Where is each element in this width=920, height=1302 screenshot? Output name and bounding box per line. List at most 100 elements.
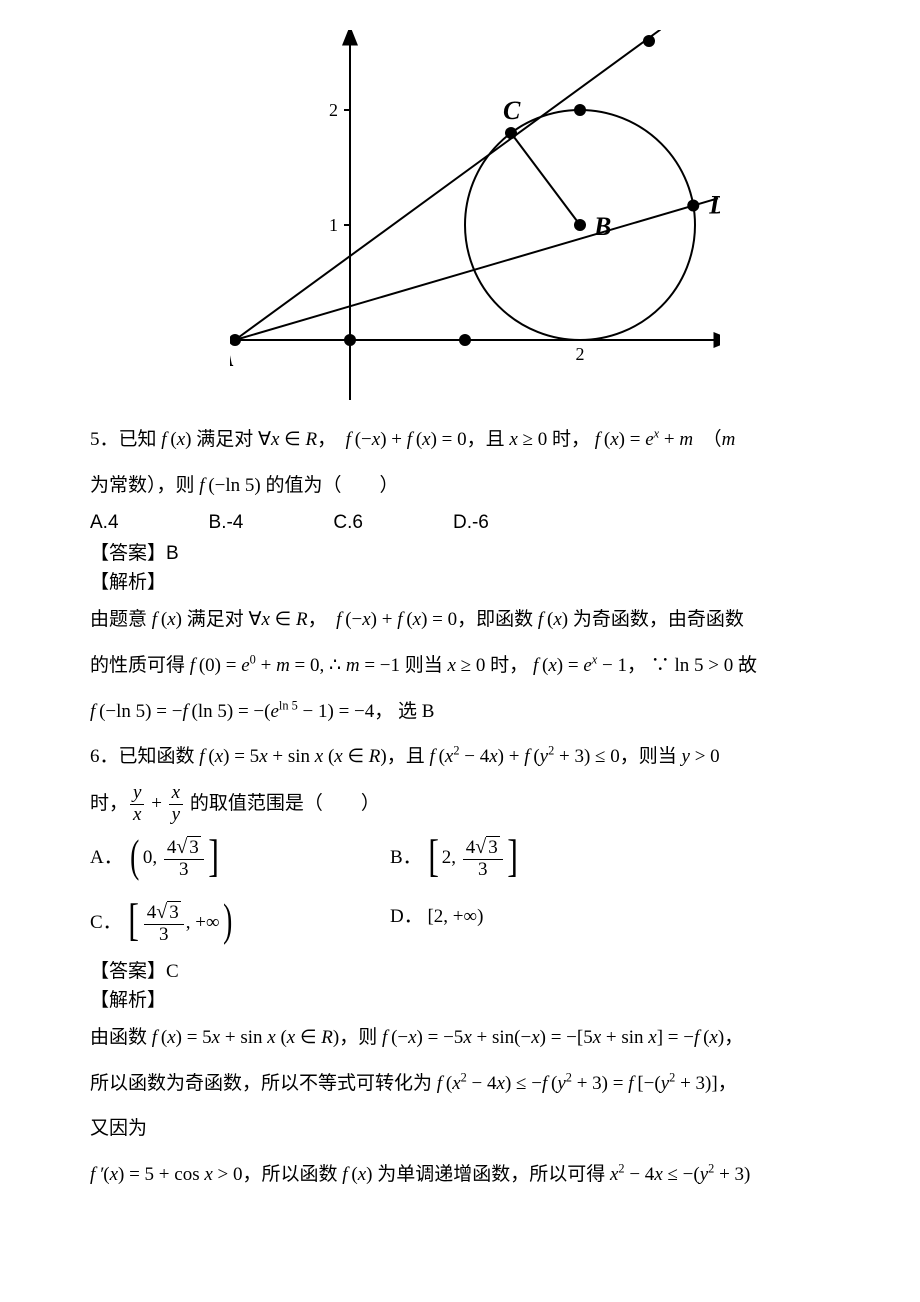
math: + 3) ≤ 0	[554, 746, 619, 767]
math: ) = 5	[176, 1027, 212, 1048]
math: e	[645, 429, 653, 450]
q6-expl-line1: 由函数 f (x) = 5x + sin x (x ∈ R)，则 f (−x) …	[90, 1018, 860, 1058]
q6-opt-b: B． [2, 4√33]	[390, 836, 690, 881]
math: e	[583, 655, 591, 676]
math: − 4	[467, 1073, 497, 1094]
zero: 0	[143, 847, 153, 868]
text: ，则当	[620, 746, 682, 767]
opt-label: A．	[90, 847, 123, 868]
math: ≤ −(	[663, 1164, 700, 1185]
frac-y-over-x: yx	[130, 783, 144, 826]
math: R	[296, 609, 308, 630]
answer-label: 【答案】	[90, 961, 166, 982]
math: f	[382, 1027, 391, 1048]
math: x	[497, 1073, 505, 1094]
comma: ,	[186, 912, 196, 933]
q5-expl-line3: f (−ln 5) = −f (ln 5) = −(eln 5 − 1) = −…	[90, 692, 860, 732]
frac-4r3-3: 4√33	[463, 836, 503, 881]
q6-expl-label: 【解析】	[90, 985, 860, 1012]
text: 为常数），则	[90, 475, 199, 496]
math: x	[648, 1027, 656, 1048]
text: ， ∵	[627, 655, 675, 676]
math: x	[553, 609, 561, 630]
opt-label: D．	[390, 906, 423, 927]
math: m	[722, 429, 736, 450]
math: m	[346, 655, 360, 676]
math: ) +	[498, 746, 525, 767]
math: x	[167, 609, 175, 630]
math: ) = 0	[421, 609, 457, 630]
math: x	[509, 429, 517, 450]
text: 的取值范围是（ ）	[185, 793, 380, 814]
math: ) = 5 + cos	[118, 1164, 204, 1185]
math: f	[342, 1164, 351, 1185]
math: f	[595, 429, 604, 450]
math: x	[215, 746, 223, 767]
q5-expl-label: 【解析】	[90, 567, 860, 594]
math: x	[167, 1027, 175, 1048]
math: f	[190, 655, 199, 676]
math: x	[408, 1027, 416, 1048]
opt-label: C．	[90, 912, 122, 933]
comma: ,	[152, 847, 162, 868]
math: R	[321, 1027, 333, 1048]
two: 2	[442, 847, 452, 868]
text: ，所以函数	[243, 1164, 343, 1185]
opt-label: B．	[390, 847, 422, 868]
math: x	[212, 1027, 220, 1048]
math: x	[372, 429, 380, 450]
text: ，	[718, 1073, 737, 1094]
math: y	[700, 1164, 708, 1185]
svg-text:C: C	[503, 96, 521, 125]
den: 3	[164, 859, 204, 881]
math: +	[256, 655, 276, 676]
math: x	[489, 746, 497, 767]
text: 所以函数为奇函数，所以不等式可转化为	[90, 1073, 437, 1094]
math: f	[407, 429, 416, 450]
q5-opt-b: B.-4	[209, 512, 244, 534]
den: 3	[144, 924, 184, 946]
math: f	[694, 1027, 703, 1048]
math: e	[241, 655, 249, 676]
q6-expl-line2: 所以函数为奇函数，所以不等式可转化为 f (x2 − 4x) ≤ −f (y2 …	[90, 1064, 860, 1104]
math: (0) =	[199, 655, 241, 676]
answer-value: B	[166, 543, 179, 564]
math: x	[531, 1027, 539, 1048]
math: ] = −	[657, 1027, 694, 1048]
math: m	[679, 429, 693, 450]
math: f	[152, 1027, 161, 1048]
svg-text:D: D	[708, 190, 720, 219]
math: ∈	[279, 429, 305, 450]
num: 4√3	[144, 901, 184, 924]
math: x	[593, 1027, 601, 1048]
text: 为奇函数，由奇函数	[568, 609, 744, 630]
comma: ,	[451, 847, 461, 868]
math: x	[267, 1027, 275, 1048]
math: x	[259, 746, 267, 767]
math: + sin	[601, 1027, 648, 1048]
math: ) =	[557, 655, 584, 676]
math: = 0, ∴	[290, 655, 346, 676]
q6-stem-line1: 6．已知函数 f (x) = 5x + sin x (x ∈ R)，且 f (x…	[90, 737, 860, 777]
svg-text:B: B	[593, 212, 611, 241]
math: ≥ 0	[456, 655, 485, 676]
math: x	[204, 1164, 212, 1185]
math: (ln 5) = −(	[192, 701, 271, 722]
math: ∀	[258, 429, 271, 450]
math: x	[334, 746, 342, 767]
q5-opt-c: C.6	[333, 512, 363, 534]
plus: +	[146, 793, 166, 814]
math: ∈	[270, 609, 296, 630]
q6-opt-c: C． [4√33, +∞)	[90, 901, 390, 946]
math: − 1) = −4	[298, 701, 374, 722]
math: f	[152, 609, 161, 630]
q6-number: 6．	[90, 746, 119, 767]
math: x	[654, 1164, 662, 1185]
math: f	[429, 746, 438, 767]
math: + sin(−	[472, 1027, 531, 1048]
text: ，	[724, 1027, 743, 1048]
text: 为单调递增函数，所以可得	[372, 1164, 610, 1185]
q6-answer: 【答案】C	[90, 956, 860, 983]
math: f	[90, 701, 99, 722]
math: − 1	[597, 655, 627, 676]
